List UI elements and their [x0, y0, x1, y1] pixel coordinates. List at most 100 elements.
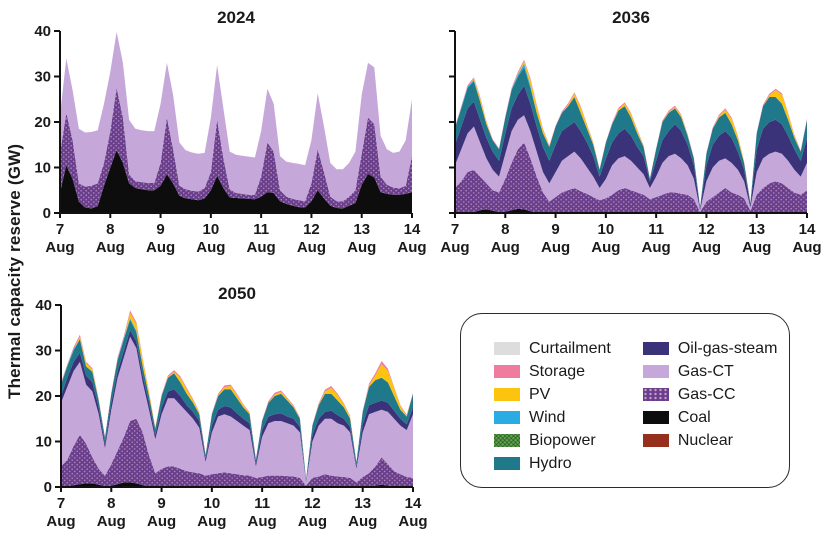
- y-tick-label: 30: [34, 69, 51, 86]
- y-tick-label: 20: [35, 388, 52, 405]
- legend-swatch-hydro: [494, 457, 520, 470]
- legend-item-nuclear: Nuclear: [642, 431, 778, 449]
- x-tick-month-label: Aug: [97, 513, 126, 529]
- series-area-storage: [61, 310, 413, 480]
- series-area-gas-ct: [60, 31, 412, 202]
- x-tick-day-label: 8: [106, 221, 114, 238]
- x-tick-day-label: 7: [451, 221, 459, 238]
- legend-swatch-storage: [494, 365, 520, 378]
- legend-label-gas-ct: Gas-CT: [677, 362, 734, 380]
- legend-swatch-gas-cc: [642, 388, 669, 401]
- legend-label-gas-cc: Gas-CC: [677, 385, 736, 403]
- legend-item-wind: Wind: [494, 409, 611, 426]
- y-tick-label: 40: [35, 297, 52, 314]
- x-tick-month-label: Aug: [298, 513, 327, 529]
- legend-swatch-gas-ct: [642, 365, 669, 378]
- legend-box: Curtailment Storage PV Wind Biopower Hydro Oi…: [460, 313, 790, 488]
- legend-swatch-pv: [494, 388, 520, 401]
- y-tick-label: 30: [35, 343, 52, 360]
- x-tick-day-label: 9: [156, 221, 164, 238]
- legend-swatch-coal: [642, 411, 669, 424]
- x-tick-month-label: Aug: [397, 239, 426, 255]
- x-tick-month-label: Aug: [247, 239, 276, 255]
- x-tick-day-label: 11: [253, 221, 269, 238]
- y-tick-label: 10: [34, 160, 51, 177]
- chart-title-2024: 2024: [217, 8, 255, 27]
- series-area-gas-cc: [60, 87, 412, 209]
- legend-item-biopower: Biopower: [494, 432, 611, 449]
- chart-title-2050: 2050: [218, 284, 256, 303]
- x-tick-month-label: Aug: [96, 239, 125, 255]
- legend-swatch-biopower: [494, 434, 520, 447]
- legend-item-curtailment: Curtailment: [494, 340, 611, 357]
- x-tick-month-label: Aug: [692, 239, 721, 255]
- x-tick-month-label: Aug: [742, 239, 771, 255]
- x-tick-day-label: 8: [107, 495, 115, 512]
- legend-label-hydro: Hydro: [529, 454, 572, 472]
- legend-swatch-nuclear: [642, 434, 669, 447]
- x-tick-day-label: 9: [551, 221, 559, 238]
- x-tick-month-label: Aug: [146, 239, 175, 255]
- x-tick-day-label: 13: [354, 495, 371, 512]
- x-tick-month-label: Aug: [591, 239, 620, 255]
- series-area-coal: [60, 150, 412, 213]
- x-tick-day-label: 11: [254, 495, 270, 512]
- legend-item-pv: PV: [494, 386, 611, 403]
- legend-swatch-curtailment: [494, 342, 520, 355]
- legend-item-gas-ct: Gas-CT: [642, 362, 778, 380]
- legend-item-gas-cc: Gas-CC: [642, 385, 778, 403]
- x-tick-month-label: Aug: [46, 513, 75, 529]
- x-tick-day-label: 11: [648, 221, 664, 238]
- area-plot-2050: 0102030407Aug8Aug9Aug10Aug11Aug12Aug13Au…: [35, 297, 427, 529]
- x-tick-day-label: 12: [698, 221, 715, 238]
- legend-label-biopower: Biopower: [529, 431, 596, 449]
- legend-label-storage: Storage: [529, 362, 586, 380]
- legend-column-1: Curtailment Storage PV Wind Biopower Hydro: [494, 340, 611, 472]
- y-tick-label: 10: [35, 434, 52, 451]
- y-tick-label: 40: [34, 23, 51, 40]
- x-tick-month-label: Aug: [541, 239, 570, 255]
- chart-title-2036: 2036: [612, 8, 650, 27]
- x-tick-month-label: Aug: [440, 239, 469, 255]
- x-tick-day-label: 14: [405, 495, 422, 512]
- legend-item-coal: Coal: [642, 408, 778, 426]
- legend-item-hydro: Hydro: [494, 455, 611, 472]
- series-area-pv: [61, 312, 413, 480]
- x-tick-day-label: 14: [404, 221, 421, 238]
- x-tick-day-label: 12: [303, 221, 320, 238]
- series-area-hydro: [61, 319, 413, 482]
- legend-label-wind: Wind: [529, 408, 566, 426]
- x-tick-day-label: 7: [56, 221, 64, 238]
- series-area-gas-cc: [455, 142, 807, 213]
- legend-label-nuclear: Nuclear: [677, 431, 733, 449]
- legend-columns: Curtailment Storage PV Wind Biopower Hydro Oi…: [494, 340, 777, 472]
- x-tick-month-label: Aug: [491, 239, 520, 255]
- legend-label-coal: Coal: [677, 408, 711, 426]
- x-tick-month-label: Aug: [197, 513, 226, 529]
- series-area-gas-cc: [61, 418, 413, 487]
- x-tick-month-label: Aug: [248, 513, 277, 529]
- x-tick-day-label: 12: [304, 495, 321, 512]
- x-tick-month-label: Aug: [45, 239, 74, 255]
- legend-item-oil-gas-steam: Oil-gas-steam: [642, 340, 777, 357]
- x-tick-month-label: Aug: [398, 513, 427, 529]
- legend-swatch-oil-gas-steam: [642, 342, 669, 355]
- x-tick-day-label: 7: [57, 495, 65, 512]
- series-area-gas-ct: [455, 115, 807, 213]
- x-tick-day-label: 10: [204, 495, 221, 512]
- x-tick-month-label: Aug: [792, 239, 821, 255]
- x-tick-month-label: Aug: [347, 239, 376, 255]
- x-tick-month-label: Aug: [642, 239, 671, 255]
- x-tick-day-label: 13: [748, 221, 765, 238]
- y-tick-label: 0: [43, 205, 51, 222]
- series-area-gas-ct: [61, 336, 413, 486]
- legend-label-curtailment: Curtailment: [529, 339, 611, 357]
- area-plot-2024: 0102030407Aug8Aug9Aug10Aug11Aug12Aug13Au…: [34, 23, 426, 255]
- x-tick-day-label: 8: [501, 221, 509, 238]
- y-tick-label: 20: [34, 114, 51, 131]
- series-area-hydro: [455, 67, 807, 209]
- x-tick-day-label: 10: [598, 221, 615, 238]
- x-tick-day-label: 14: [799, 221, 816, 238]
